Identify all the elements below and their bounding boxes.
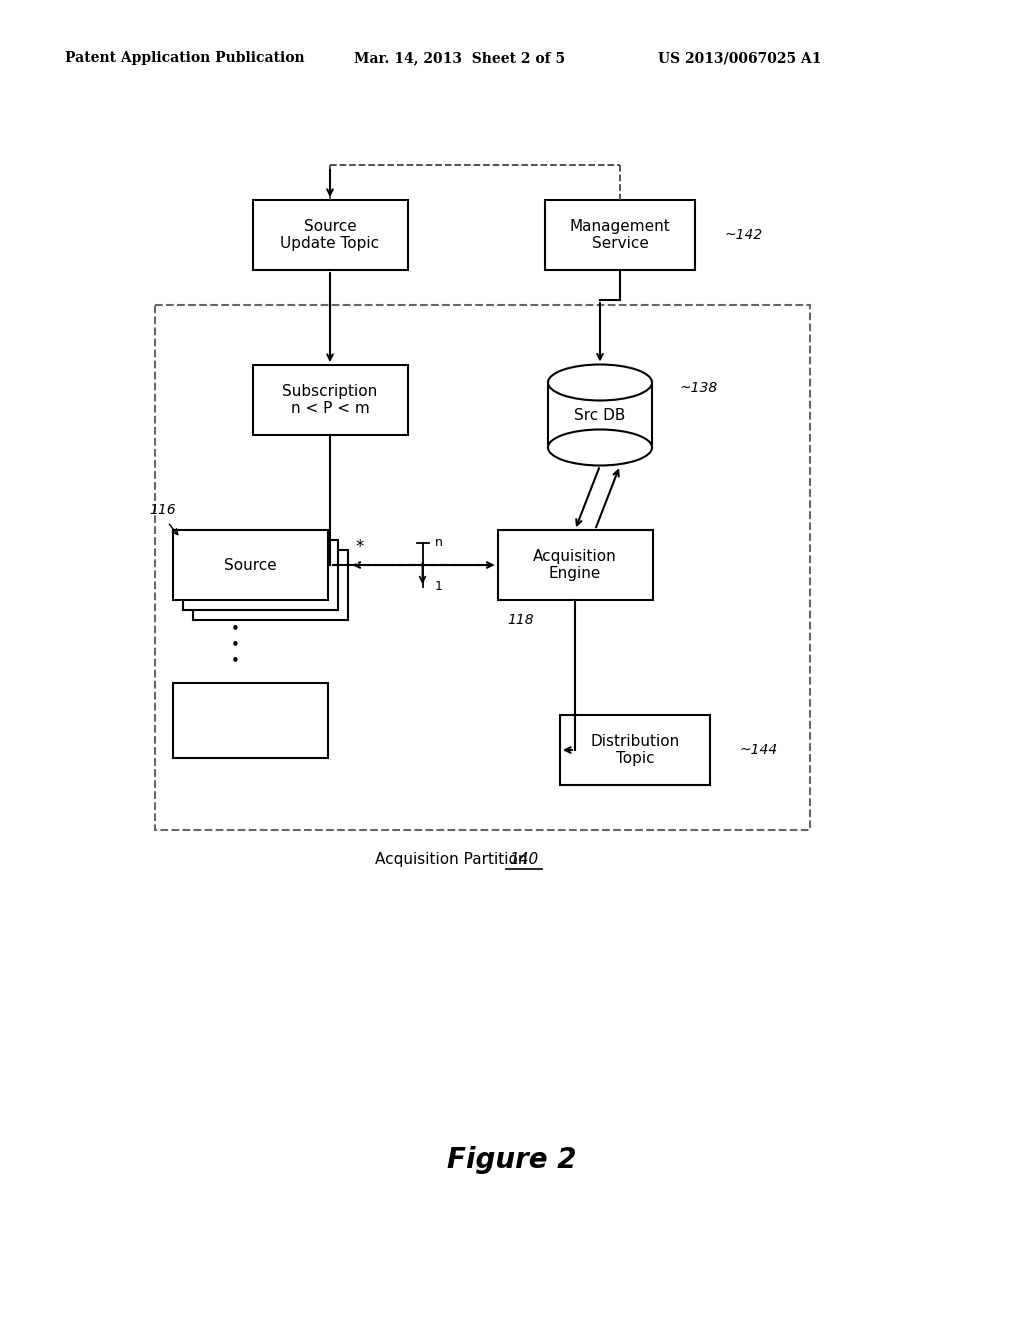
Bar (548, 383, 652, 447)
Bar (155, 305, 810, 830)
Text: Distribution
Topic: Distribution Topic (591, 734, 680, 766)
Text: Acquisition Partition: Acquisition Partition (375, 851, 538, 867)
Text: Source
Update Topic: Source Update Topic (281, 219, 380, 251)
Text: Acquisition
Engine: Acquisition Engine (534, 549, 616, 581)
Text: Src DB: Src DB (574, 408, 626, 422)
Text: Subscription
n < P < m: Subscription n < P < m (283, 384, 378, 416)
Text: •: • (230, 655, 240, 669)
Ellipse shape (548, 429, 652, 466)
Bar (560, 715, 710, 785)
Text: Mar. 14, 2013  Sheet 2 of 5: Mar. 14, 2013 Sheet 2 of 5 (354, 51, 565, 65)
Bar (193, 550, 347, 620)
Bar (172, 682, 328, 758)
Text: •: • (230, 639, 240, 653)
Ellipse shape (548, 364, 652, 400)
Bar (182, 540, 338, 610)
Text: n: n (434, 536, 442, 549)
Text: Source: Source (223, 557, 276, 573)
Text: 1: 1 (434, 581, 442, 594)
Text: 116: 116 (150, 503, 176, 517)
Text: US 2013/0067025 A1: US 2013/0067025 A1 (658, 51, 821, 65)
Text: Figure 2: Figure 2 (447, 1146, 577, 1173)
Text: Patent Application Publication: Patent Application Publication (66, 51, 305, 65)
Bar (253, 366, 408, 436)
Text: ~144: ~144 (740, 743, 778, 756)
Bar (545, 201, 695, 271)
Text: 118: 118 (508, 612, 535, 627)
Text: *: * (355, 539, 364, 556)
Bar (498, 531, 652, 601)
Bar (172, 531, 328, 601)
Bar (253, 201, 408, 271)
Text: Management
Service: Management Service (569, 219, 671, 251)
Text: 140: 140 (510, 851, 539, 867)
Text: ~142: ~142 (725, 228, 763, 242)
Text: •: • (230, 623, 240, 638)
Text: ~138: ~138 (680, 380, 718, 395)
